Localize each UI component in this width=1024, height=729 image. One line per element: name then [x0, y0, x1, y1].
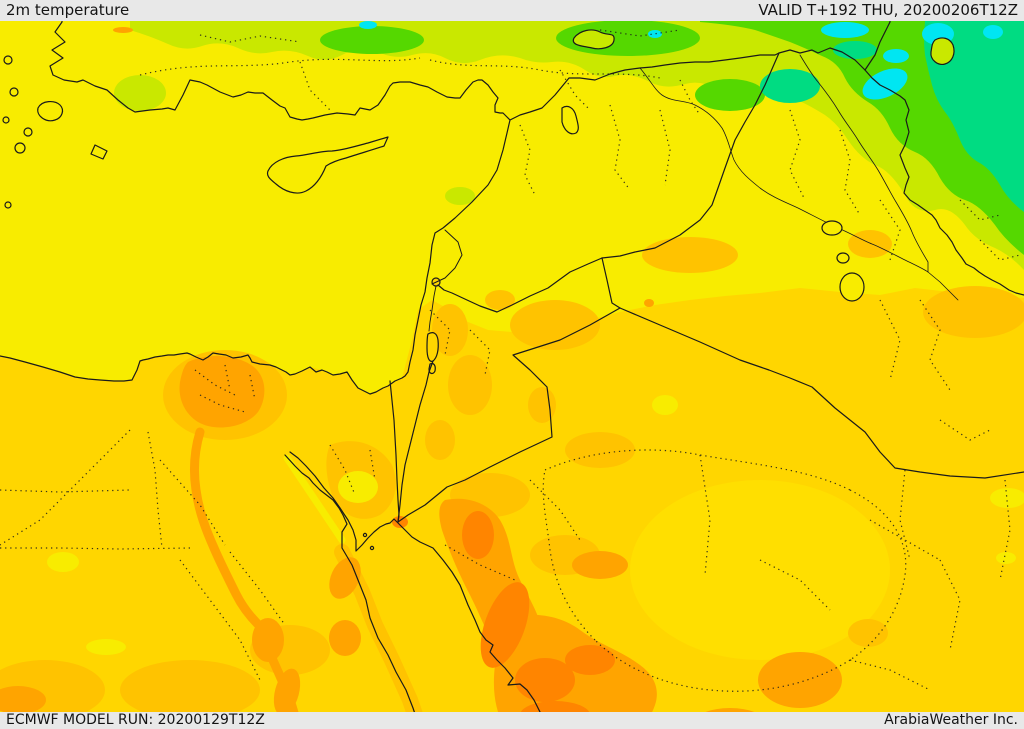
dead-sea-outline [426, 332, 439, 362]
border-iraq-saudi [619, 307, 1024, 479]
iraq-lakes-outline [821, 220, 865, 302]
temp-region-yellow-green-band [114, 0, 1024, 270]
temp-blob [630, 480, 890, 660]
red-sea-islet [369, 545, 375, 551]
map-footer-bar: ECMWF MODEL RUN: 20200129T12Z ArabiaWeat… [0, 712, 1024, 729]
model-run-label: ECMWF MODEL RUN: 20200129T12Z [6, 712, 265, 728]
jordan-river [428, 285, 437, 332]
map-header-bar: 2m temperature VALID T+192 THU, 20200206… [0, 0, 1024, 21]
border-jordan-saudi [397, 307, 621, 523]
temp-region-cyan [359, 21, 1003, 100]
euphrates-river [639, 67, 929, 273]
tigris-river [799, 54, 959, 301]
aegean-islands [2, 55, 108, 209]
border-jordan-iraq [601, 257, 621, 309]
lake-van-outline [572, 29, 615, 50]
red-sea-islet [362, 532, 368, 538]
cyprus-coastline [266, 136, 389, 194]
credit-label: ArabiaWeather Inc. [884, 712, 1018, 728]
red-sea-west-coastline [284, 454, 421, 729]
border-israel-jordan-araba [397, 360, 434, 523]
border-syria-jordan [437, 257, 603, 313]
map-title: 2m temperature [6, 1, 130, 19]
sinai-gulf-coastline [289, 451, 546, 729]
admin-boundaries-dotted [0, 29, 1021, 692]
border-lebanon [431, 229, 463, 285]
lake-assad-outline [561, 105, 579, 135]
turkey-levant-egypt-coastline [0, 0, 511, 395]
border-syria-iraq [601, 52, 780, 259]
temp-region-bright-pockets [47, 395, 1024, 655]
lake-urmia-outline [930, 37, 955, 65]
border-turkey-iraq-iran [778, 47, 1024, 296]
valid-time-label: VALID T+192 THU, 20200206T12Z [758, 1, 1018, 19]
